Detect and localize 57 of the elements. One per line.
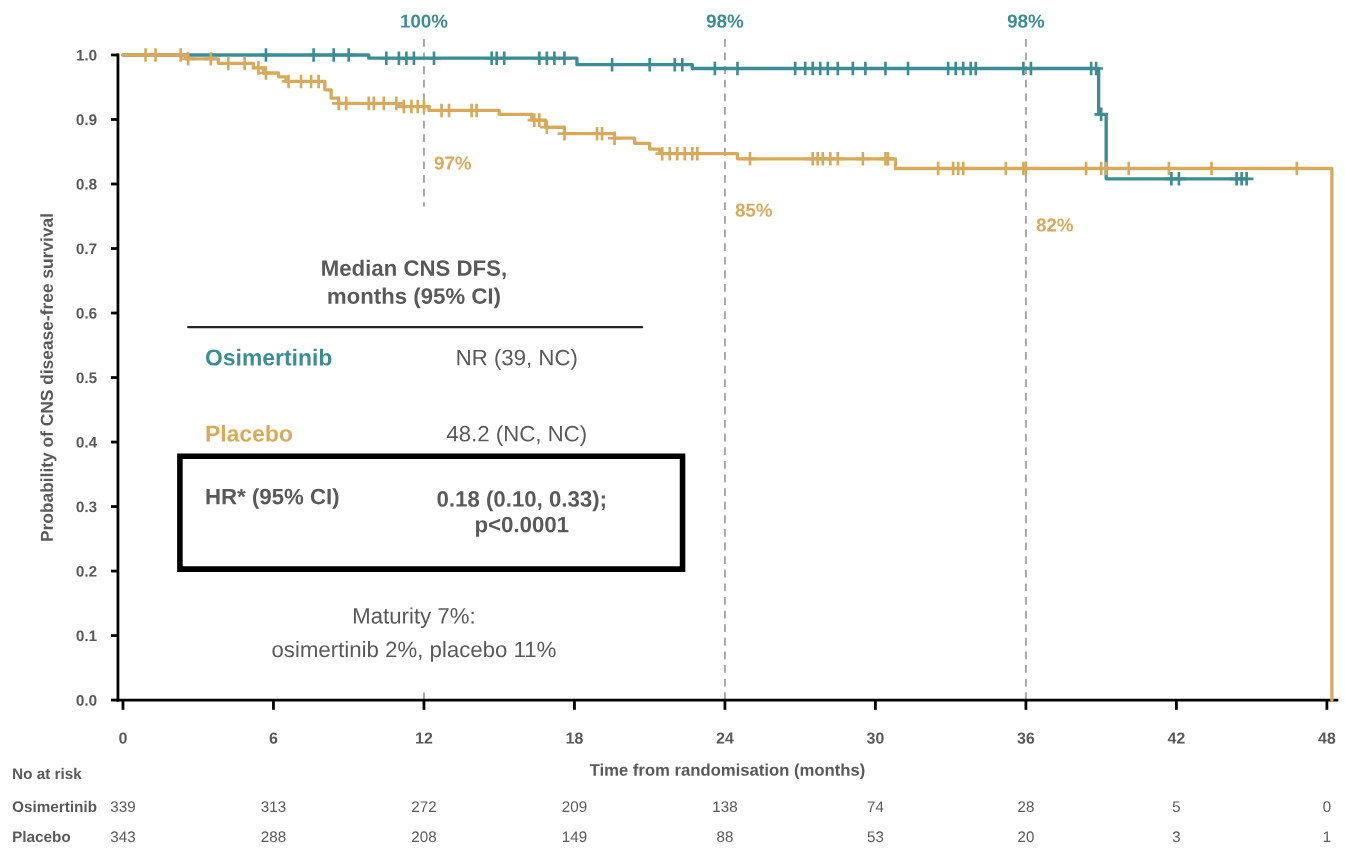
- text: 98%: [1007, 14, 1045, 28]
- x-tick-label: 0: [119, 732, 127, 744]
- text: 74: [867, 801, 884, 812]
- text: 5: [1172, 801, 1181, 813]
- annotation: 0.18 (0.10, 0.33); p<0.0001: [437, 490, 605, 537]
- text: 138: [713, 801, 738, 813]
- x-tick-label: 18: [566, 732, 583, 744]
- text: 209: [562, 801, 587, 813]
- text: 98%: [706, 14, 744, 28]
- text: 0: [1323, 801, 1331, 813]
- x-tick-label: 6: [269, 732, 278, 744]
- annotation: Maturity 7%: osimertinib 2%, placebo 11%: [272, 607, 556, 662]
- text: 1: [1323, 831, 1331, 842]
- y-tick-label: 0.6: [76, 307, 97, 319]
- x-tick-label: 48: [1318, 732, 1336, 744]
- x-tick-label: 12: [416, 732, 433, 744]
- text: Placebo: [206, 424, 292, 442]
- y-tick-label: 0.7: [76, 243, 97, 255]
- text: Osimertinib: [12, 800, 97, 813]
- text: 53: [867, 831, 884, 843]
- text: 88: [717, 831, 733, 843]
- text: 343: [110, 831, 136, 843]
- annotation: 48.2 (NC, NC): [446, 425, 586, 446]
- y-tick-label: 0.3: [76, 501, 97, 513]
- text: Placebo: [13, 830, 71, 843]
- y-tick-label: 0.8: [76, 178, 97, 190]
- text: 272: [411, 801, 436, 812]
- y-tick-label: 0.0: [76, 694, 97, 706]
- y-tick-label: 1.0: [76, 49, 97, 61]
- text: 208: [411, 831, 437, 843]
- x-axis-title: Time from randomisation (months): [589, 763, 865, 780]
- y-tick-label: 0.9: [76, 114, 97, 126]
- text: 20: [1018, 831, 1034, 843]
- y-tick-label: 0.4: [76, 436, 98, 448]
- text: 100%: [401, 14, 448, 28]
- text: Osimertinib: [205, 348, 332, 366]
- y-tick-label: 0.1: [76, 630, 97, 642]
- annotation: NR (39, NC): [457, 349, 577, 370]
- x-tick-label: 42: [1167, 732, 1185, 744]
- x-tick-label: 24: [716, 732, 734, 744]
- text: 313: [261, 801, 286, 813]
- y-tick-label: 0.2: [76, 565, 97, 577]
- y-tick-label: 0.5: [76, 372, 97, 384]
- x-tick-label: 30: [866, 732, 884, 744]
- annotation: Median CNS DFS, months (95% CI): [322, 259, 506, 309]
- annotation: HR* (95% CI): [206, 488, 339, 509]
- text: 3: [1172, 831, 1180, 843]
- text: 288: [261, 831, 286, 843]
- x-tick-label: 36: [1017, 732, 1035, 744]
- text: 149: [562, 831, 587, 843]
- text: 339: [110, 801, 135, 813]
- annotation: 97%: [434, 156, 472, 170]
- y-axis-title: Probability of CNS disease-free survival: [40, 214, 57, 541]
- annotation: 85%: [735, 203, 773, 217]
- text: No at risk: [13, 767, 82, 780]
- text: 28: [1018, 801, 1034, 813]
- annotation: 82%: [1036, 218, 1074, 232]
